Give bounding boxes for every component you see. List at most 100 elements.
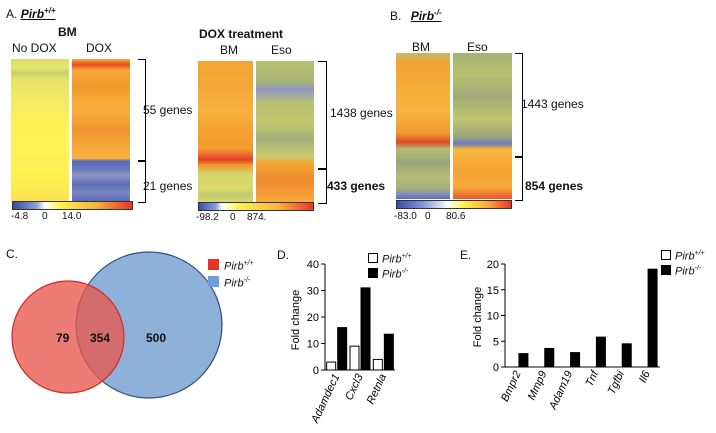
bm-bottom-gene-count: 21 genes: [143, 179, 193, 193]
panel-a-genotype-sup: +/+: [44, 6, 56, 15]
no-dox-column-label: No DOX: [12, 41, 57, 55]
panel-e-letter: E.: [460, 248, 472, 262]
panel-d-letter: D.: [277, 248, 289, 262]
dox-bm-column-label: BM: [220, 43, 238, 57]
chart-e-ytick-label-3: 15: [487, 285, 499, 297]
chart-d-ytick-label-0: 0: [313, 365, 319, 377]
venn-overlap-count: 354: [90, 331, 110, 345]
chart-d-legend-swatch-wt: [368, 253, 378, 263]
dox-bottom-gene-count: 433 genes: [327, 179, 386, 193]
venn-legend-label-ko: Pirb-/-: [224, 277, 250, 290]
chart-e-ytick-label-1: 5: [493, 336, 499, 348]
chart-d-legend-label-wt: Pirb+/+: [382, 253, 412, 266]
dox-eso-column-label: Eso: [271, 43, 292, 57]
venn-legend-wt-name: Pirb: [224, 260, 244, 273]
panel-a-letter-text: A.: [6, 7, 18, 21]
chart-e-bar-il6-ko: [647, 268, 658, 368]
b-bottom-bracket: [515, 156, 523, 201]
b-scale-min: -83.0: [394, 211, 417, 222]
panel-b-letter: B. Pirb-/-: [390, 9, 442, 23]
dox-top-gene-count: 1438 genes: [330, 106, 393, 120]
chart-e-legend-wt-name: Pirb: [675, 250, 695, 263]
chart-e-legend-swatch-wt: [661, 250, 671, 260]
b-heatmap-bm: [396, 53, 450, 199]
b-bottom-gene-count: 854 genes: [525, 179, 584, 193]
dox-heatmap-eso: [256, 61, 314, 202]
venn-legend-ko-name: Pirb: [224, 277, 244, 290]
panel-a-genotype: Pirb+/+: [21, 7, 56, 21]
chart-e-category-label-1: Mmp9: [526, 369, 550, 402]
chart-d-ytick-label-4: 40: [307, 259, 319, 271]
venn-legend-ko-sup: -/-: [243, 277, 251, 284]
chart-e-legend-swatch-ko: [661, 265, 671, 275]
panel-b-genotype-text: Pirb: [410, 9, 435, 23]
bm-top-gene-count: 55 genes: [143, 103, 193, 117]
chart-d-ytick-label-2: 20: [307, 312, 319, 324]
chart-e-bar-tgfbi-ko: [621, 343, 632, 368]
bm-top-bracket: [138, 59, 146, 162]
chart-d-bar-cxcl3-ko: [360, 287, 371, 371]
dox-bottom-bracket: [318, 168, 327, 204]
chart-d-bar-adamdec1-ko: [337, 327, 348, 371]
b-heatmap-eso: [453, 53, 512, 199]
chart-d-legend-wt-name: Pirb: [382, 253, 402, 266]
chart-e-bar-mmp9-ko: [544, 347, 555, 368]
chart-e-category-label-5: Il6: [637, 368, 653, 384]
bm-bottom-bracket: [138, 160, 146, 203]
chart-e-legend-label-wt: Pirb+/+: [675, 250, 705, 263]
venn-left-count: 79: [56, 331, 70, 345]
chart-e-legend-ko-name: Pirb: [675, 265, 695, 278]
venn-circle-pirb-wt: [11, 280, 125, 394]
bm-heatmap-dox: [72, 59, 130, 201]
bm-color-scale: [12, 201, 133, 210]
chart-e-legend-label-ko: Pirb-/-: [675, 265, 701, 278]
b-scale-mid: 0: [425, 211, 431, 222]
dox-color-scale: [198, 202, 314, 211]
chart-d-ytick-label-3: 30: [307, 286, 319, 298]
venn-legend-swatch-ko: [208, 276, 219, 287]
chart-d-bar-retnla-wt: [372, 358, 383, 371]
chart-d-legend-wt-sup: +/+: [401, 253, 412, 260]
panel-b-genotype: Pirb-/-: [411, 9, 442, 23]
venn-legend-wt-sup: +/+: [243, 260, 254, 267]
chart-d-legend-ko-sup: -/-: [401, 268, 409, 275]
chart-e-category-label-2: Adam19: [547, 369, 576, 412]
dox-heatmap-bm: [198, 61, 253, 202]
chart-e-category-label-4: Tgfbi: [606, 369, 627, 397]
chart-d-ytick-label-1: 10: [307, 339, 319, 351]
b-top-gene-count: 1443 genes: [521, 97, 584, 111]
chart-d-legend-ko-name: Pirb: [382, 268, 402, 281]
chart-d-bar-retnla-ko: [383, 333, 394, 371]
bm-heatmap-no-dox: [11, 59, 69, 201]
chart-e-bar-tnf-ko: [595, 336, 606, 368]
chart-d-ylabel: Fold change: [290, 290, 302, 351]
chart-e-ytick-label-2: 10: [487, 311, 499, 323]
b-scale-max: 80.6: [446, 211, 466, 222]
dox-top-bracket: [318, 61, 327, 170]
b-top-bracket: [515, 53, 523, 158]
chart-d-bar-adamdec1-wt: [326, 361, 337, 371]
dox-scale-mid: 0: [230, 212, 236, 223]
chart-e-ylabel: Fold change: [472, 287, 484, 348]
panel-a-letter: A. Pirb+/+: [6, 7, 56, 21]
chart-e-bar-bmpr2-ko: [518, 353, 529, 368]
panel-b-genotype-sup: -/-: [434, 8, 442, 17]
chart-e-legend-ko-sup: -/-: [694, 265, 702, 272]
chart-e-category-label-0: Bmpr2: [499, 369, 524, 403]
venn-legend-swatch-wt: [208, 259, 219, 270]
venn-right-count: 500: [146, 331, 166, 345]
chart-d-legend-label-ko: Pirb-/-: [382, 268, 408, 281]
panel-a-genotype-text: Pirb: [20, 7, 45, 21]
chart-e-ytick-label-4: 20: [487, 259, 499, 271]
bm-scale-max: 14.0: [62, 211, 82, 222]
bm-scale-mid: 0: [42, 211, 48, 222]
b-bm-column-label: BM: [412, 40, 430, 54]
venn-legend-label-wt: Pirb+/+: [224, 260, 254, 273]
panel-c-letter: C.: [6, 247, 18, 261]
chart-d-legend-swatch-ko: [368, 268, 378, 278]
bm-heatmap-title: BM: [58, 25, 77, 39]
dox-scale-min: -98.2: [196, 212, 219, 223]
chart-e-bar-adam19-ko: [570, 352, 581, 368]
